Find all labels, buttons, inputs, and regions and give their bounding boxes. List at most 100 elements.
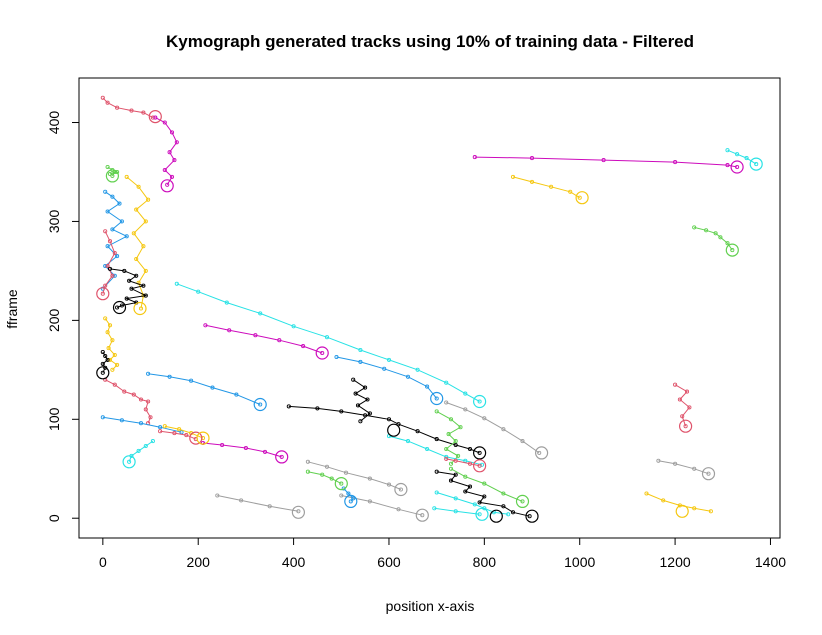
track-point <box>286 404 291 409</box>
track-point <box>520 499 525 504</box>
track-point <box>122 268 127 273</box>
track-end-marker <box>96 287 110 301</box>
track-point <box>444 456 449 461</box>
track-line <box>205 324 323 354</box>
track-point <box>167 150 172 155</box>
track-end-marker <box>315 346 329 360</box>
track-point <box>506 512 511 517</box>
track-point <box>510 174 516 179</box>
track-point <box>143 219 148 224</box>
track-point <box>129 286 134 291</box>
track-point <box>169 130 175 135</box>
track-point <box>453 442 458 448</box>
track-point <box>131 392 136 397</box>
track-point <box>136 448 141 453</box>
track-end-marker <box>253 397 267 412</box>
track-line <box>128 440 154 462</box>
track-24 <box>286 404 482 455</box>
track-line <box>446 458 480 467</box>
track-point <box>446 432 451 437</box>
track-point <box>174 281 179 286</box>
track-point <box>363 385 368 390</box>
track-point <box>601 158 606 163</box>
track-point <box>482 416 487 421</box>
track-point <box>103 283 108 288</box>
track-point <box>100 415 105 420</box>
track-point <box>122 389 127 394</box>
track-point <box>365 397 370 402</box>
track-point <box>115 362 120 367</box>
track-point <box>673 461 678 466</box>
track-point <box>415 367 420 372</box>
track-point <box>134 207 139 212</box>
track-point <box>103 263 108 269</box>
track-point <box>172 158 177 163</box>
track-point <box>277 338 282 343</box>
track-point <box>184 433 189 438</box>
track-16 <box>103 377 153 426</box>
track-line <box>307 461 402 490</box>
track-line <box>436 492 509 515</box>
track-point <box>453 439 458 444</box>
track-11 <box>107 266 148 310</box>
track-point <box>448 478 454 483</box>
track-point <box>453 496 458 501</box>
track-point <box>210 385 215 390</box>
track-point <box>477 463 482 468</box>
track-point <box>692 466 697 471</box>
track-line <box>436 410 462 465</box>
track-point <box>396 507 401 512</box>
track-point <box>351 377 356 382</box>
track-point <box>124 234 129 239</box>
track-line <box>176 283 480 402</box>
track-end-marker <box>334 477 348 491</box>
track-point <box>463 489 468 494</box>
track-point <box>110 227 115 232</box>
track-point <box>453 458 458 463</box>
track-point <box>146 197 151 202</box>
track-point <box>196 289 201 294</box>
track-point <box>477 450 482 455</box>
track-point <box>420 513 425 518</box>
track-point <box>510 510 516 515</box>
track-point <box>124 174 129 179</box>
track-point <box>153 115 158 120</box>
track-point <box>141 110 146 115</box>
track-point <box>673 160 678 165</box>
track-end-marker <box>525 509 539 523</box>
track-point <box>432 506 437 511</box>
track-end-marker <box>291 505 305 519</box>
track-point <box>107 357 113 362</box>
track-point <box>339 409 344 414</box>
track-line <box>155 117 178 186</box>
track-point <box>162 424 167 429</box>
x-tick-label: 1200 <box>660 554 691 570</box>
track-point <box>258 311 263 316</box>
track-point <box>138 421 144 426</box>
track-point <box>386 417 392 422</box>
track-point <box>158 425 163 430</box>
track-point <box>103 189 108 194</box>
track-point <box>687 405 692 410</box>
track-point <box>110 338 115 343</box>
track-end-marker <box>148 109 162 124</box>
track-point <box>174 140 179 145</box>
track-point <box>234 392 239 397</box>
track-end-marker <box>473 459 487 473</box>
track-point <box>348 499 353 504</box>
y-tick-label: 100 <box>46 407 62 431</box>
track-point <box>568 189 573 194</box>
track-point <box>358 359 363 364</box>
track-12 <box>174 281 482 404</box>
track-15 <box>100 349 110 375</box>
track-end-marker <box>749 157 763 171</box>
chart-title: Kymograph generated tracks using 10% of … <box>166 32 694 51</box>
track-point <box>103 316 108 321</box>
track-point <box>112 251 117 256</box>
track-27 <box>444 400 542 455</box>
track-13 <box>203 323 325 356</box>
track-point <box>115 169 120 175</box>
track-end-marker <box>730 160 744 174</box>
track-point <box>215 493 220 498</box>
